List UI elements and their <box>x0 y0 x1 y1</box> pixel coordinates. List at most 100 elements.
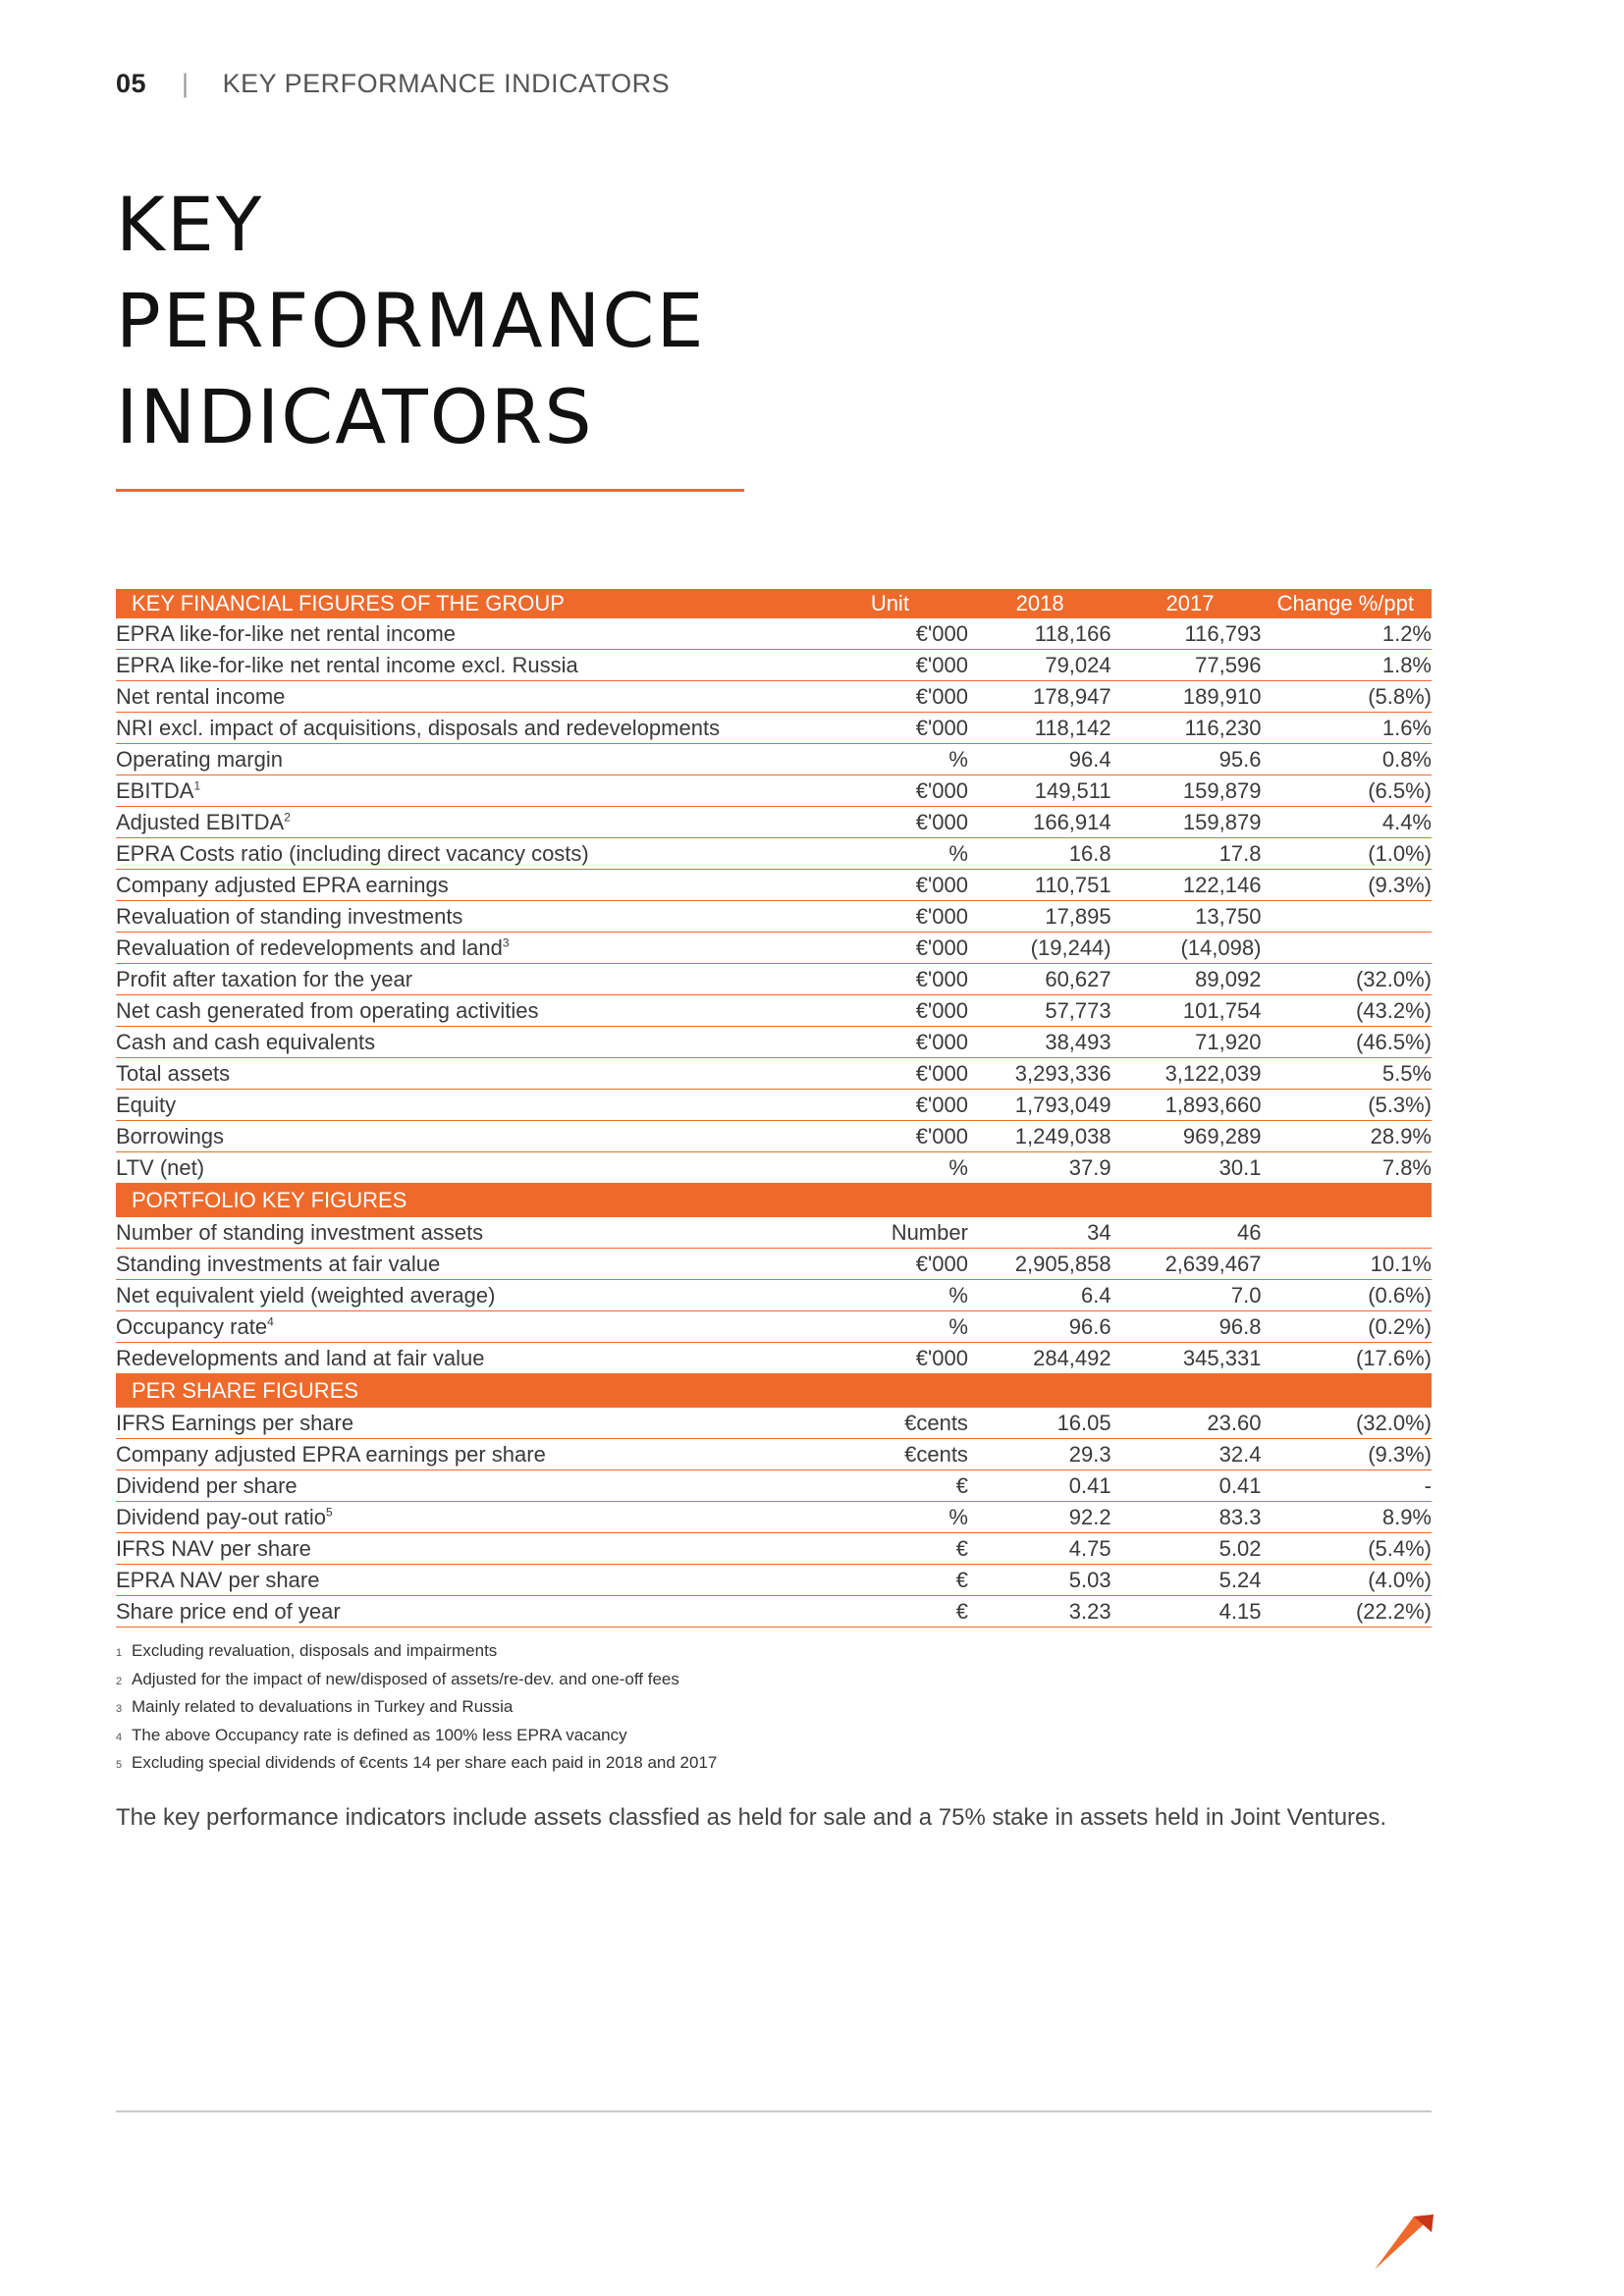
row-value-2017: 101,754 <box>1110 994 1262 1027</box>
row-change: 1.6% <box>1261 712 1432 744</box>
row-unit: €'000 <box>779 900 968 933</box>
footnote-number: 1 <box>116 1647 123 1659</box>
row-unit: % <box>779 837 968 870</box>
row-label-text: IFRS Earnings per share <box>116 1410 354 1435</box>
row-value-2018: 3,293,336 <box>967 1057 1111 1090</box>
row-change: 4.4% <box>1261 806 1432 838</box>
row-change: 10.1% <box>1261 1248 1432 1280</box>
row-value-2018: 5.03 <box>967 1564 1111 1596</box>
footnote: 3 Mainly related to devaluations in Turke… <box>116 1693 717 1722</box>
table-row: EPRA like-for-like net rental income €'00… <box>116 618 1432 650</box>
row-label-text: Equity <box>116 1092 177 1117</box>
row-label: Net cash generated from operating activi… <box>116 994 780 1027</box>
title-underline <box>116 489 744 492</box>
footnote-marker: 4 <box>267 1314 274 1329</box>
row-label: LTV (net) <box>116 1151 780 1184</box>
row-change: (32.0%) <box>1261 963 1432 995</box>
row-label: Dividend pay-out ratio5 <box>116 1501 780 1533</box>
row-label: Revaluation of standing investments <box>116 900 780 933</box>
footnote-marker: 3 <box>502 935 510 950</box>
table-row: Redevelopments and land at fair value €'0… <box>116 1342 1432 1374</box>
row-value-2017: 96.8 <box>1110 1310 1262 1343</box>
row-change: (6.5%) <box>1261 774 1432 807</box>
footnote-number: 5 <box>116 1759 123 1771</box>
footnotes: 1 Excluding revaluation, disposals and im… <box>116 1637 717 1778</box>
row-value-2017: 77,596 <box>1110 649 1262 681</box>
row-unit: €'000 <box>779 649 968 681</box>
footnote-number: 2 <box>116 1675 123 1687</box>
row-label-text: Company adjusted EPRA earnings per share <box>116 1441 546 1467</box>
row-value-2017: 116,793 <box>1110 618 1262 650</box>
table-row: Adjusted EBITDA2 €'000 166,914 159,879 4.4% <box>116 806 1432 838</box>
row-value-2018: 110,751 <box>967 869 1111 901</box>
header-separator: | <box>182 69 189 98</box>
row-change: (9.3%) <box>1261 869 1432 901</box>
header-group-label: KEY FINANCIAL FIGURES OF THE GROUP <box>116 589 780 618</box>
row-unit: % <box>779 743 968 775</box>
row-label-text: Adjusted EBITDA <box>116 809 285 834</box>
row-unit: € <box>779 1532 968 1565</box>
table-row: Revaluation of redevelopments and land3 €… <box>116 932 1432 964</box>
row-unit: €'000 <box>779 712 968 744</box>
row-unit: €'000 <box>779 806 968 838</box>
title-line-1: KEY <box>116 181 264 268</box>
row-label: Borrowings <box>116 1120 780 1152</box>
row-change: (5.4%) <box>1261 1532 1432 1565</box>
portfolio-section-header-title: PORTFOLIO KEY FIGURES <box>116 1183 1432 1217</box>
row-value-2018: 92.2 <box>967 1501 1111 1533</box>
table-row: Company adjusted EPRA earnings €'000 110,7… <box>116 869 1432 901</box>
table-row: Total assets €'000 3,293,336 3,122,039 5.5% <box>116 1057 1432 1090</box>
row-unit: €'000 <box>779 774 968 807</box>
row-label: EPRA like-for-like net rental income exc… <box>116 649 780 681</box>
table-row: Number of standing investment assets Numb… <box>116 1217 1432 1249</box>
table-row: Borrowings €'000 1,249,038 969,289 28.9% <box>116 1120 1432 1152</box>
row-label-text: EPRA like-for-like net rental income exc… <box>116 652 578 677</box>
title-line-3: INDICATORS <box>116 373 594 460</box>
row-value-2017: 23.60 <box>1110 1408 1262 1439</box>
row-label-text: Occupancy rate <box>116 1313 268 1339</box>
row-value-2018: (19,244) <box>967 932 1111 964</box>
row-change <box>1261 932 1432 964</box>
footnote-marker: 1 <box>193 778 201 793</box>
footnote: 5 Excluding special dividends of €cents 1… <box>116 1749 717 1778</box>
row-change <box>1261 900 1432 933</box>
row-value-2018: 29.3 <box>967 1438 1111 1470</box>
row-unit: €'000 <box>779 1089 968 1121</box>
table-row: Net cash generated from operating activi… <box>116 994 1432 1027</box>
footnote-text: The above Occupancy rate is defined as 1… <box>132 1725 627 1744</box>
row-value-2017: 71,920 <box>1110 1026 1262 1058</box>
footnote-number: 3 <box>116 1703 123 1715</box>
row-unit: €'000 <box>779 1248 968 1280</box>
row-value-2017: 17.8 <box>1110 837 1262 870</box>
row-unit: €'000 <box>779 1057 968 1090</box>
row-value-2017: 2,639,467 <box>1110 1248 1262 1280</box>
row-value-2017: 83.3 <box>1110 1501 1262 1533</box>
row-change <box>1261 1217 1432 1249</box>
row-label-text: Borrowings <box>116 1123 225 1148</box>
row-value-2017: 13,750 <box>1110 900 1262 933</box>
footnote: 2 Adjusted for the impact of new/disposed… <box>116 1666 717 1694</box>
row-label-text: EPRA like-for-like net rental income <box>116 620 457 646</box>
footnote: 1 Excluding revaluation, disposals and im… <box>116 1637 717 1666</box>
row-change: 1.2% <box>1261 618 1432 650</box>
table-row: Profit after taxation for the year €'000 6… <box>116 963 1432 995</box>
row-unit: €cents <box>779 1408 968 1439</box>
row-label: Profit after taxation for the year <box>116 963 780 995</box>
table-row: NRI excl. impact of acquisitions, dispos… <box>116 712 1432 744</box>
row-value-2017: 32.4 <box>1110 1438 1262 1470</box>
row-value-2018: 4.75 <box>967 1532 1111 1565</box>
row-value-2018: 2,905,858 <box>967 1248 1111 1280</box>
row-change: 28.9% <box>1261 1120 1432 1152</box>
footnote-marker: 2 <box>284 810 291 825</box>
row-label: IFRS Earnings per share <box>116 1408 780 1439</box>
row-label-text: Cash and cash equivalents <box>116 1029 376 1054</box>
row-label-text: Revaluation of redevelopments and land <box>116 934 503 960</box>
table-row: Standing investments at fair value €'000 2… <box>116 1248 1432 1280</box>
row-value-2018: 16.8 <box>967 837 1111 870</box>
row-value-2017: 4.15 <box>1110 1595 1262 1628</box>
row-value-2017: 122,146 <box>1110 869 1262 901</box>
row-unit: € <box>779 1595 968 1628</box>
row-value-2018: 6.4 <box>967 1279 1111 1311</box>
table-row: EBITDA1 €'000 149,511 159,879 (6.5%) <box>116 774 1432 807</box>
page-header: 05 | KEY PERFORMANCE INDICATORS <box>116 69 670 99</box>
